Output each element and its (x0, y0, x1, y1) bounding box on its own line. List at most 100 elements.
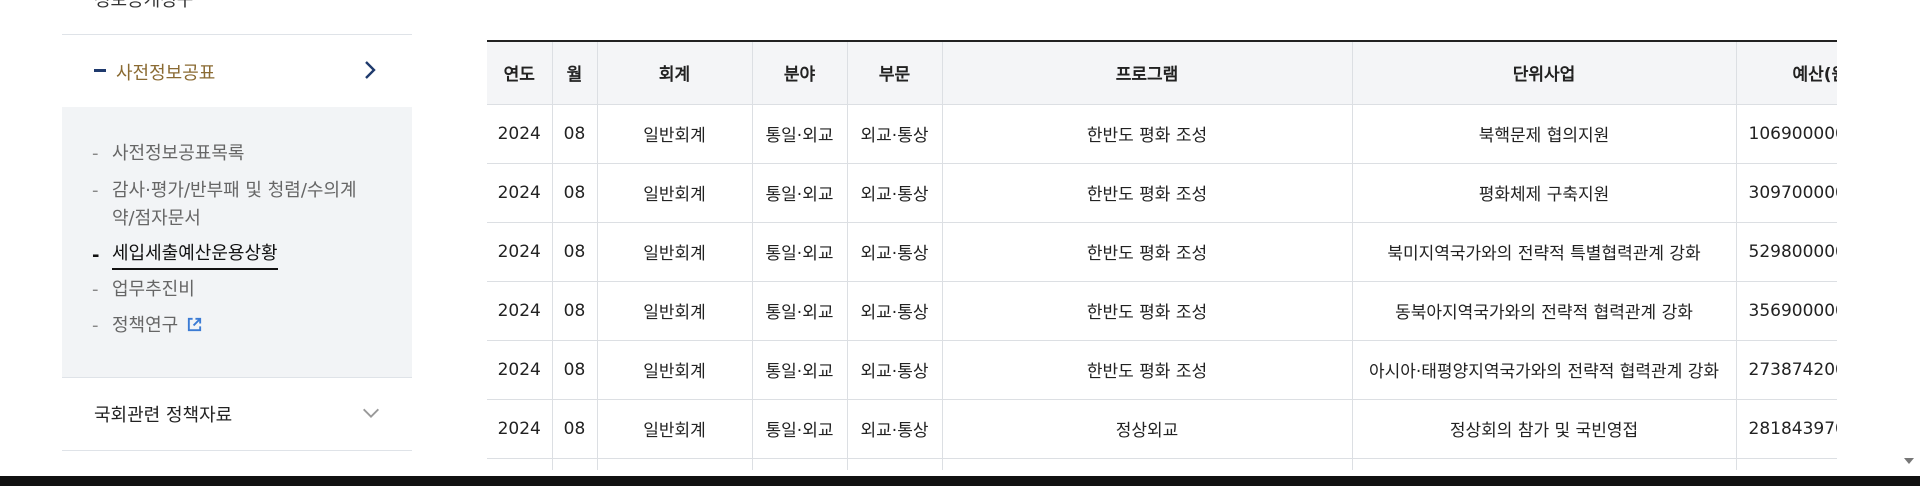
submenu-item-label: 업무추진비 (112, 279, 195, 300)
cell-sector: 외교·통상 (847, 340, 943, 400)
table-row: 2024 08 일반회계 통일·외교 외교·통상 한반도 평화 조성 동북아지역… (487, 281, 1837, 341)
cell-year: 2024 (487, 163, 553, 223)
cell-program: 한반도 평화 조성 (942, 163, 1353, 223)
cell-program: 한반도 평화 조성 (942, 281, 1353, 341)
cell-unit-project: 북미지역국가와의 전략적 특별협력관계 강화 (1352, 222, 1737, 282)
submenu-item-business-expenses[interactable]: - 업무추진비 (92, 276, 382, 304)
table-row: 2024 08 일반회계 통일·외교 외교·통상 한반도 평화 조성 평화체제 … (487, 163, 1837, 223)
table-row: 2024 08 일반회계 통일·외교 외교·통상 정상외교 정상회의 참가 및 … (487, 399, 1837, 459)
table-row: 2024 08 일반회계 통일·외교 외교·통상 한반도 평화 조성 북미지역국… (487, 222, 1837, 282)
bullet: - (92, 245, 100, 266)
scroll-down-arrow-icon[interactable] (1904, 458, 1914, 464)
cell-month: 08 (552, 163, 598, 223)
chevron-right-icon[interactable] (358, 58, 382, 82)
submenu-item-audit-documents[interactable]: - 감사·평가/반부패 및 청렴/수의계약/점자문서 (92, 177, 372, 233)
bullet: - (92, 315, 99, 336)
vertical-scrollbar[interactable] (1898, 0, 1920, 470)
budget-table: 연도 월 회계 분야 부문 프로그램 단위사업 예산(원) 2024 08 일반… (487, 42, 1837, 470)
sidebar-section-label: 사전정보공표 (116, 63, 216, 84)
cell-program: 한반도 평화 조성 (942, 340, 1353, 400)
cell-field: 통일·외교 (752, 104, 848, 164)
column-header-program: 프로그램 (942, 42, 1353, 105)
cell-month: 08 (552, 399, 598, 459)
table-row: 2024 08 일반회계 통일·외교 외교·통상 한반도 평화 조성 아시아·태… (487, 340, 1837, 400)
cell-account: 일반회계 (597, 163, 753, 223)
bullet: - (92, 279, 99, 300)
cell-sector: 외교·통상 (847, 222, 943, 282)
cell-unit-project: 정상회의 참가 및 국빈영접 (1352, 399, 1737, 459)
cell-budget: 356900000 (1736, 281, 1837, 341)
submenu-item-label: 세입세출예산운용상황 (112, 242, 278, 270)
table-header-row: 연도 월 회계 분야 부문 프로그램 단위사업 예산(원) (487, 42, 1837, 105)
divider (62, 450, 412, 451)
cell-budget: 529800000 (1736, 222, 1837, 282)
cell-empty (847, 458, 943, 470)
sidebar-item-info-request[interactable]: 정보공개청구 (94, 0, 194, 11)
submenu-item-label: 사전정보공표목록 (112, 143, 245, 164)
column-header-unit-project: 단위사업 (1352, 42, 1737, 105)
cell-account: 일반회계 (597, 340, 753, 400)
submenu-item-label: 정책연구 (112, 315, 179, 336)
submenu-item-budget-status[interactable]: - 세입세출예산운용상황 (92, 242, 278, 270)
cell-account: 일반회계 (597, 399, 753, 459)
active-dash-marker (94, 69, 106, 72)
submenu-item-policy-research[interactable]: - 정책연구 (92, 312, 382, 340)
submenu-item-label: 감사·평가/반부패 및 청렴/수의계약/점자문서 (112, 180, 357, 229)
cell-program: 한반도 평화 조성 (942, 222, 1353, 282)
cell-empty (1736, 458, 1837, 470)
cell-budget: 309700000 (1736, 163, 1837, 223)
cell-field: 통일·외교 (752, 399, 848, 459)
bottom-edge-bar (0, 476, 1920, 486)
submenu-item-label-wrap: 정책연구 (112, 312, 382, 340)
cell-month: 08 (552, 104, 598, 164)
column-header-budget: 예산(원) (1736, 42, 1837, 105)
cell-empty (552, 458, 598, 470)
column-header-sector: 부문 (847, 42, 943, 105)
cell-sector: 외교·통상 (847, 399, 943, 459)
external-link-icon (188, 317, 202, 332)
cell-month: 08 (552, 281, 598, 341)
cell-budget: 106900000 (1736, 104, 1837, 164)
cell-empty (942, 458, 1353, 470)
cell-sector: 외교·통상 (847, 104, 943, 164)
cell-budget: 28184397000 (1736, 399, 1837, 459)
cell-empty (487, 458, 553, 470)
divider (62, 34, 412, 35)
table-row-partial (487, 458, 1837, 470)
side-navigation: 정보공개청구 사전정보공표 - 사전정보공표목록 - 감사·평가/반부패 및 청… (62, 0, 412, 470)
sidebar-section-pre-disclosure[interactable]: 사전정보공표 (62, 36, 412, 106)
cell-program: 정상외교 (942, 399, 1353, 459)
column-header-field: 분야 (752, 42, 848, 105)
cell-year: 2024 (487, 281, 553, 341)
cell-account: 일반회계 (597, 104, 753, 164)
cell-budget: 2738742000 (1736, 340, 1837, 400)
cell-unit-project: 평화체제 구축지원 (1352, 163, 1737, 223)
cell-program: 한반도 평화 조성 (942, 104, 1353, 164)
cell-field: 통일·외교 (752, 163, 848, 223)
cell-unit-project: 북핵문제 협의지원 (1352, 104, 1737, 164)
column-header-month: 월 (552, 42, 598, 105)
cell-account: 일반회계 (597, 281, 753, 341)
submenu-panel: - 사전정보공표목록 - 감사·평가/반부패 및 청렴/수의계약/점자문서 - … (62, 107, 412, 377)
sidebar-section-label: 국회관련 정책자료 (94, 405, 233, 426)
cell-empty (1352, 458, 1737, 470)
submenu-item-disclosure-list[interactable]: - 사전정보공표목록 (92, 140, 382, 168)
divider (62, 377, 412, 378)
cell-field: 통일·외교 (752, 222, 848, 282)
cell-month: 08 (552, 340, 598, 400)
column-header-year: 연도 (487, 42, 553, 105)
cell-account: 일반회계 (597, 222, 753, 282)
cell-empty (752, 458, 848, 470)
cell-unit-project: 동북아지역국가와의 전략적 협력관계 강화 (1352, 281, 1737, 341)
cell-year: 2024 (487, 399, 553, 459)
cell-field: 통일·외교 (752, 281, 848, 341)
chevron-down-icon[interactable] (360, 402, 382, 424)
cell-month: 08 (552, 222, 598, 282)
cell-empty (597, 458, 753, 470)
budget-table-container: 연도 월 회계 분야 부문 프로그램 단위사업 예산(원) 2024 08 일반… (487, 40, 1837, 470)
table-row: 2024 08 일반회계 통일·외교 외교·통상 한반도 평화 조성 북핵문제 … (487, 104, 1837, 164)
bullet: - (92, 143, 99, 164)
cell-sector: 외교·통상 (847, 163, 943, 223)
cell-year: 2024 (487, 340, 553, 400)
sidebar-section-assembly-materials[interactable]: 국회관련 정책자료 (62, 378, 412, 450)
